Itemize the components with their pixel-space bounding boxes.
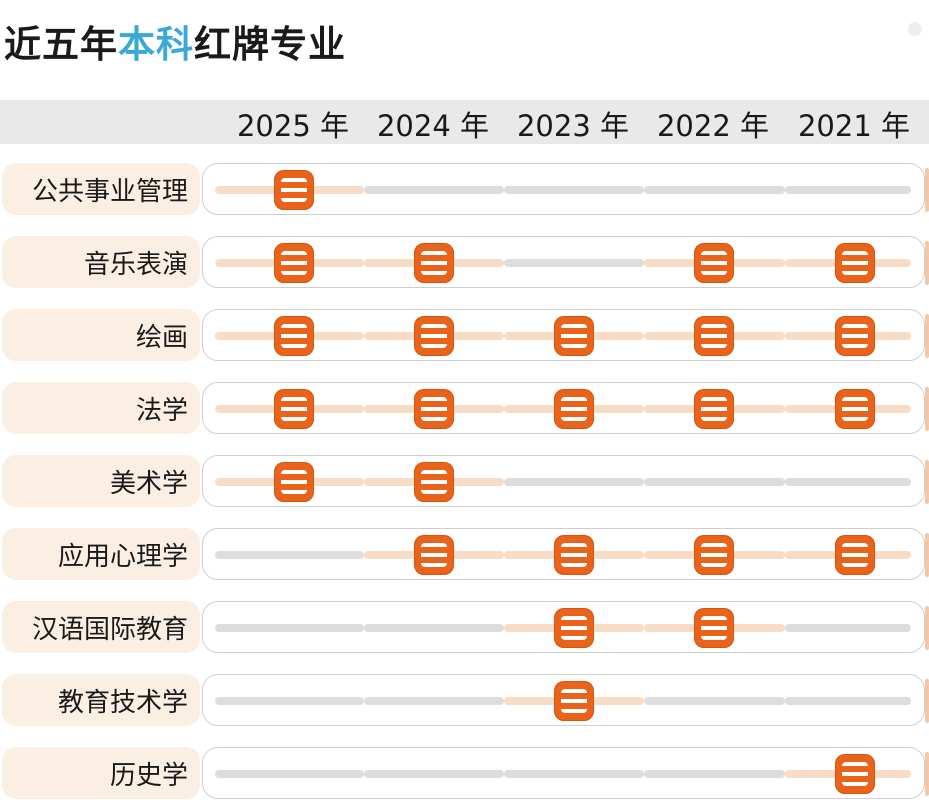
year-header-band [0,100,929,144]
title-highlight: 本科 [118,23,194,66]
year-label: 2021 年 [797,109,911,143]
year-label: 2022 年 [656,109,770,143]
track-segment-inactive [504,259,644,267]
major-label: 历史学 [2,747,200,799]
track-segment-inactive [784,697,911,705]
major-track [202,382,929,434]
track-segment-inactive [784,186,911,194]
red-card-badge-icon [414,462,454,502]
red-card-badge-icon [274,389,314,429]
red-card-badge-icon [274,462,314,502]
red-card-badge-icon [835,389,875,429]
red-card-badge-icon [554,535,594,575]
title-prefix: 近五年 [4,23,118,66]
major-label: 美术学 [2,455,200,507]
major-track [202,163,929,215]
red-card-badge-icon [694,608,734,648]
major-track [202,528,929,580]
track-segment-inactive [644,770,785,778]
red-card-badge-icon [414,316,454,356]
track-segment-inactive [644,478,785,486]
red-card-badge-icon [554,316,594,356]
major-label: 汉语国际教育 [2,601,200,653]
track-segment-inactive [364,770,504,778]
red-card-badge-icon [274,316,314,356]
red-card-badge-icon [554,389,594,429]
major-track [202,455,929,507]
red-card-badge-icon [274,170,314,210]
major-track [202,236,929,288]
red-card-badge-icon [554,608,594,648]
track-segment-inactive [504,478,644,486]
track-segment-inactive [364,697,504,705]
major-track [202,747,929,799]
red-card-badge-icon [835,754,875,794]
major-track [202,674,929,726]
red-card-badge-icon [414,389,454,429]
red-card-badge-icon [274,243,314,283]
title-suffix: 红牌专业 [194,23,346,66]
red-card-badge-icon [835,535,875,575]
track-segment-inactive [215,697,364,705]
red-card-badge-icon [694,535,734,575]
track-segment-inactive [504,770,644,778]
track-segment-inactive [644,186,785,194]
red-card-badge-icon [694,243,734,283]
year-label: 2025 年 [236,109,350,143]
track-segment-inactive [215,551,364,559]
corner-decoration [908,22,922,36]
year-label: 2024 年 [376,109,490,143]
major-label: 法学 [2,382,200,434]
chart-title: 近五年本科红牌专业 [4,14,346,68]
major-track [202,601,929,653]
track-segment-inactive [364,624,504,632]
red-card-badge-icon [554,681,594,721]
track-segment-inactive [644,697,785,705]
year-label: 2023 年 [516,109,630,143]
major-track [202,309,929,361]
major-label: 教育技术学 [2,674,200,726]
red-card-badge-icon [835,316,875,356]
red-card-badge-icon [835,243,875,283]
track-segment-inactive [504,186,644,194]
major-label: 应用心理学 [2,528,200,580]
major-label: 音乐表演 [2,236,200,288]
red-card-badge-icon [414,243,454,283]
red-card-badge-icon [694,389,734,429]
red-card-badge-icon [694,316,734,356]
track-segment-inactive [215,770,364,778]
major-label: 公共事业管理 [2,163,200,215]
major-label: 绘画 [2,309,200,361]
track-segment-inactive [784,478,911,486]
track-segment-inactive [215,624,364,632]
red-card-badge-icon [414,535,454,575]
track-segment-inactive [364,186,504,194]
track-segment-inactive [784,624,911,632]
